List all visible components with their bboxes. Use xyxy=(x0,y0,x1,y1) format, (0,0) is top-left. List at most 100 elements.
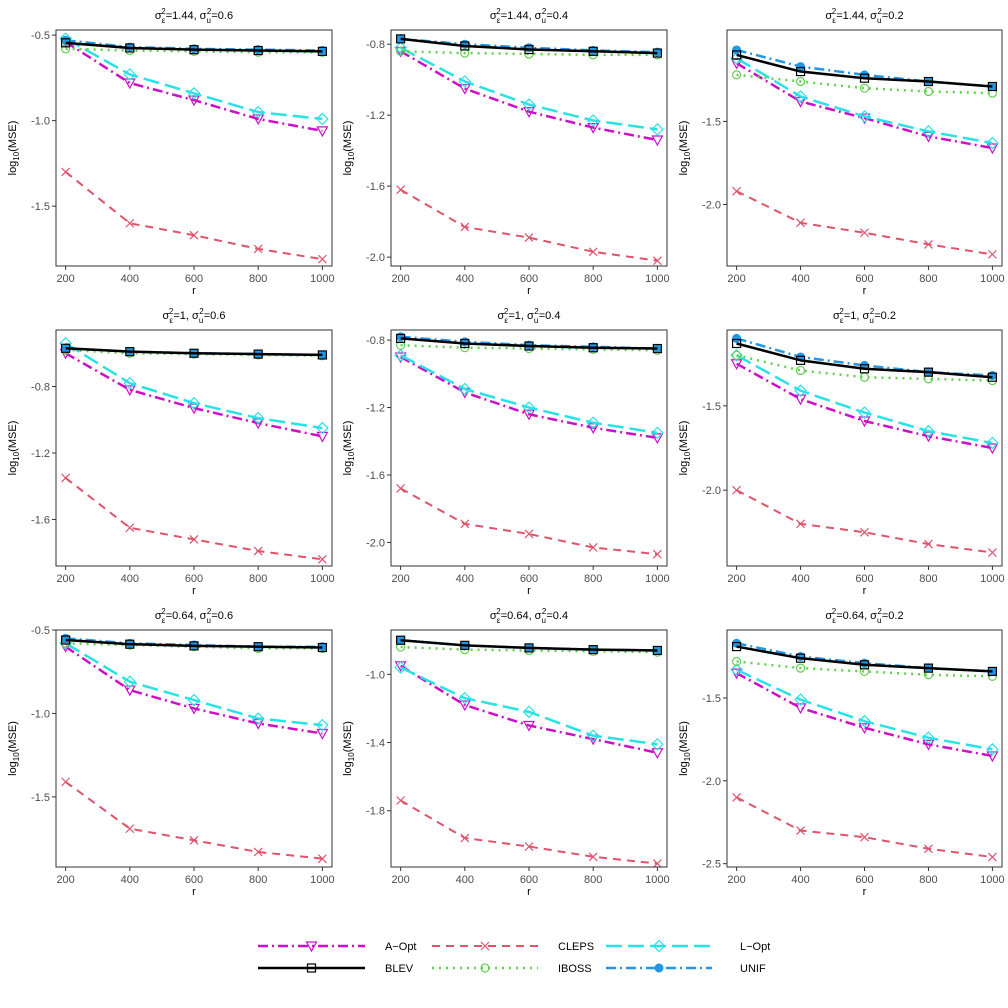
series-line xyxy=(400,46,658,131)
data-point xyxy=(317,642,327,653)
x-tick-label: 1000 xyxy=(645,273,669,285)
y-tick-label: -2.0 xyxy=(366,252,385,264)
series-line xyxy=(400,337,658,350)
data-point xyxy=(588,343,598,353)
data-point xyxy=(652,343,662,354)
series-line xyxy=(736,73,993,95)
data-point xyxy=(731,50,742,60)
data-point xyxy=(796,218,805,228)
x-tick-label: 600 xyxy=(185,874,203,886)
series-line xyxy=(400,37,658,55)
data-point xyxy=(524,643,534,653)
data-point xyxy=(795,66,806,77)
series-line xyxy=(736,342,993,379)
data-point xyxy=(316,112,329,126)
data-point xyxy=(986,436,999,450)
legend-label: A−Opt xyxy=(385,941,417,953)
data-point xyxy=(923,86,934,97)
data-point xyxy=(253,642,263,652)
x-tick-label: 1000 xyxy=(310,874,334,886)
data-point xyxy=(522,409,536,421)
series-cleps xyxy=(732,792,997,862)
data-point xyxy=(652,859,662,869)
data-point xyxy=(253,847,263,857)
data-point xyxy=(731,70,742,80)
data-point xyxy=(396,185,406,195)
data-point xyxy=(859,73,870,83)
data-point xyxy=(588,46,598,56)
data-point xyxy=(524,842,534,851)
data-point xyxy=(987,372,998,382)
x-axis-title: r xyxy=(527,285,531,297)
data-point xyxy=(796,519,805,529)
x-tick-label: 200 xyxy=(727,874,745,886)
panel-title: σε2=1, σu2=0.6 xyxy=(163,307,226,325)
data-point xyxy=(986,742,999,756)
y-axis-title: log10(MSE) xyxy=(7,421,21,476)
y-tick-label: -1.6 xyxy=(366,181,385,193)
series-line xyxy=(735,671,993,758)
x-tick-label: 600 xyxy=(185,273,203,285)
data-point xyxy=(187,703,201,715)
data-point xyxy=(922,739,935,751)
data-point xyxy=(524,44,534,55)
data-point xyxy=(189,230,199,240)
data-point xyxy=(732,485,742,495)
y-axis-title: log10(MSE) xyxy=(342,421,356,476)
data-point xyxy=(251,411,265,425)
data-point xyxy=(125,523,135,533)
data-point xyxy=(394,661,407,674)
x-axis-title: r xyxy=(192,285,196,297)
data-point xyxy=(651,737,664,751)
data-point xyxy=(460,519,470,529)
data-point xyxy=(61,38,71,48)
series-line xyxy=(65,348,323,358)
series-blev xyxy=(396,34,662,58)
data-point xyxy=(396,796,406,805)
data-point xyxy=(316,718,329,732)
series-l-opt xyxy=(59,32,329,126)
legend-marker xyxy=(305,941,318,953)
x-tick-label: 200 xyxy=(727,273,745,285)
x-tick-label: 200 xyxy=(727,573,745,585)
series-line xyxy=(400,188,658,262)
series-line xyxy=(400,50,658,142)
panel-3: σε2=1.44, σu2=0.2 -1.5 -2.0 200 400 600 800 100… xyxy=(678,7,1005,297)
data-point xyxy=(795,355,806,365)
series-line xyxy=(400,343,658,352)
data-point xyxy=(923,367,934,377)
y-tick-label: -1.5 xyxy=(702,401,721,413)
data-point xyxy=(987,249,997,259)
y-tick-label: -1.8 xyxy=(366,806,385,818)
data-point xyxy=(125,43,135,53)
data-point xyxy=(316,126,329,138)
data-point xyxy=(860,832,869,842)
panel-title: σε2=1.44, σu2=0.6 xyxy=(155,7,233,25)
x-axis-title: r xyxy=(192,585,196,597)
series-line xyxy=(735,62,993,150)
series-blev xyxy=(396,635,662,656)
y-axis-title: log10(MSE) xyxy=(7,121,21,176)
data-point xyxy=(522,98,536,111)
x-tick-label: 400 xyxy=(121,874,139,886)
data-point xyxy=(732,45,742,55)
x-axis-title: r xyxy=(863,886,867,898)
data-point xyxy=(986,443,999,455)
data-point xyxy=(794,703,807,715)
legend: A−Opt BLEV CLEPS IBOSS L−Opt UNIF xyxy=(258,939,770,975)
data-point xyxy=(922,125,935,138)
x-tick-label: 800 xyxy=(249,573,267,585)
data-point xyxy=(731,338,742,349)
data-point xyxy=(396,484,406,493)
data-point xyxy=(794,90,807,103)
x-tick-label: 800 xyxy=(584,573,602,585)
x-tick-label: 600 xyxy=(855,573,873,585)
data-point xyxy=(731,350,742,360)
legend-marker xyxy=(480,941,490,951)
series-line xyxy=(736,489,993,554)
x-tick-label: 800 xyxy=(919,573,937,585)
x-tick-label: 1000 xyxy=(645,874,669,886)
data-point xyxy=(187,396,201,410)
series-line xyxy=(735,362,993,450)
data-point xyxy=(125,639,135,649)
